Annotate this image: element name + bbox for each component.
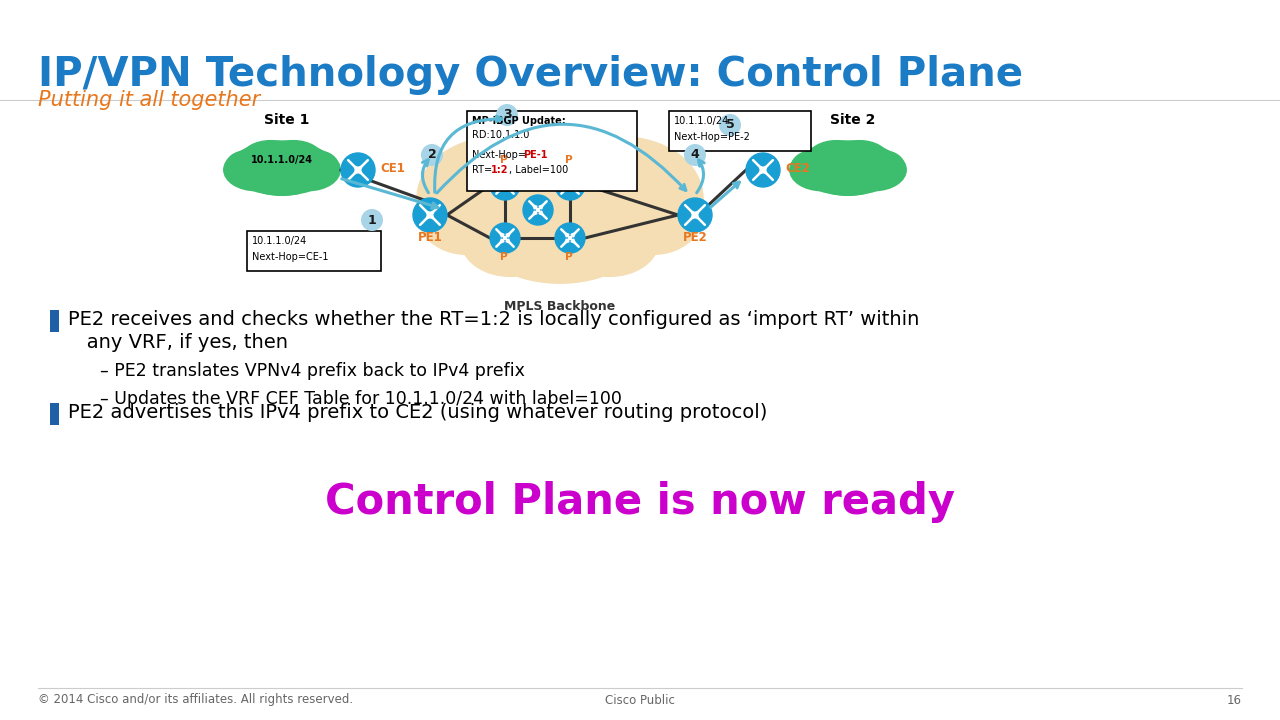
FancyBboxPatch shape xyxy=(467,111,637,191)
Text: any VRF, if yes, then: any VRF, if yes, then xyxy=(68,333,288,352)
Ellipse shape xyxy=(265,140,323,175)
Text: 3: 3 xyxy=(503,109,511,122)
Ellipse shape xyxy=(242,140,300,175)
Ellipse shape xyxy=(561,205,659,276)
Text: Cisco Public: Cisco Public xyxy=(605,693,675,706)
Circle shape xyxy=(490,223,520,253)
Ellipse shape xyxy=(541,137,703,259)
Text: 1: 1 xyxy=(367,214,376,227)
FancyBboxPatch shape xyxy=(50,310,59,332)
Ellipse shape xyxy=(790,149,854,191)
Text: 10.1.1.0/24: 10.1.1.0/24 xyxy=(675,116,730,126)
Ellipse shape xyxy=(224,149,288,191)
Ellipse shape xyxy=(604,173,703,254)
Text: P: P xyxy=(566,155,573,165)
Ellipse shape xyxy=(831,140,888,175)
Text: 16: 16 xyxy=(1228,693,1242,706)
Circle shape xyxy=(556,223,585,253)
Text: CE2: CE2 xyxy=(785,161,810,174)
Text: 2: 2 xyxy=(428,148,436,161)
Text: PE2: PE2 xyxy=(682,231,708,244)
Text: 5: 5 xyxy=(726,119,735,132)
Circle shape xyxy=(421,144,443,166)
Circle shape xyxy=(719,114,741,136)
Text: CE1: CE1 xyxy=(380,161,404,174)
Text: Site 1: Site 1 xyxy=(264,113,310,127)
Text: RT=: RT= xyxy=(472,165,492,175)
Ellipse shape xyxy=(298,151,338,181)
Text: Next-Hop=: Next-Hop= xyxy=(472,150,526,160)
Ellipse shape xyxy=(808,140,865,175)
Text: 4: 4 xyxy=(691,148,699,161)
Circle shape xyxy=(340,153,375,187)
FancyBboxPatch shape xyxy=(50,403,59,425)
Ellipse shape xyxy=(417,173,516,254)
Text: 10.1.1.0/24: 10.1.1.0/24 xyxy=(251,155,314,165)
Circle shape xyxy=(413,198,447,232)
Text: Next-Hop=PE-2: Next-Hop=PE-2 xyxy=(675,132,750,142)
Text: P: P xyxy=(500,155,508,165)
Ellipse shape xyxy=(247,161,317,195)
Text: Site 2: Site 2 xyxy=(831,113,876,127)
FancyBboxPatch shape xyxy=(247,231,381,271)
Text: , Label=100: , Label=100 xyxy=(509,165,568,175)
Ellipse shape xyxy=(865,151,904,181)
Ellipse shape xyxy=(483,198,637,283)
Text: MP-iBGP Update:: MP-iBGP Update: xyxy=(472,116,566,126)
Text: IP/VPN Technology Overview: Control Plane: IP/VPN Technology Overview: Control Plan… xyxy=(38,55,1023,95)
Text: RD:10.1.1.0: RD:10.1.1.0 xyxy=(472,130,530,140)
FancyBboxPatch shape xyxy=(669,111,812,151)
Text: Control Plane is now ready: Control Plane is now ready xyxy=(325,481,955,523)
Ellipse shape xyxy=(516,125,652,214)
Ellipse shape xyxy=(275,149,340,191)
Text: PE2 advertises this IPv4 prefix to CE2 (using whatever routing protocol): PE2 advertises this IPv4 prefix to CE2 (… xyxy=(68,403,768,422)
Circle shape xyxy=(746,153,780,187)
Text: 10.1.1.0/24: 10.1.1.0/24 xyxy=(252,236,307,246)
Text: PE-1: PE-1 xyxy=(524,150,548,160)
Circle shape xyxy=(490,170,520,200)
Text: PE1: PE1 xyxy=(417,231,443,244)
Circle shape xyxy=(678,198,712,232)
Ellipse shape xyxy=(230,141,334,195)
Ellipse shape xyxy=(417,137,579,259)
Ellipse shape xyxy=(461,205,561,276)
Text: – Updates the VRF CEF Table for 10.1.1.0/24 with label=100: – Updates the VRF CEF Table for 10.1.1.0… xyxy=(100,390,622,408)
Text: P: P xyxy=(566,252,573,262)
Text: PE2 receives and checks whether the RT=1:2 is locally configured as ‘import RT’ : PE2 receives and checks whether the RT=1… xyxy=(68,310,919,329)
Text: 1:2: 1:2 xyxy=(492,165,508,175)
Ellipse shape xyxy=(796,141,900,195)
Circle shape xyxy=(684,144,707,166)
Circle shape xyxy=(497,104,518,126)
Circle shape xyxy=(524,195,553,225)
Circle shape xyxy=(361,209,383,231)
Text: – PE2 translates VPNv4 prefix back to IPv4 prefix: – PE2 translates VPNv4 prefix back to IP… xyxy=(100,362,525,380)
Ellipse shape xyxy=(842,149,906,191)
Ellipse shape xyxy=(813,161,883,195)
Text: MPLS Backbone: MPLS Backbone xyxy=(504,300,616,313)
Ellipse shape xyxy=(430,132,690,277)
Text: P: P xyxy=(500,252,508,262)
Ellipse shape xyxy=(792,151,832,181)
Ellipse shape xyxy=(468,125,604,214)
Text: Putting it all together: Putting it all together xyxy=(38,90,260,110)
Circle shape xyxy=(556,170,585,200)
Ellipse shape xyxy=(225,151,265,181)
Text: © 2014 Cisco and/or its affiliates. All rights reserved.: © 2014 Cisco and/or its affiliates. All … xyxy=(38,693,353,706)
Text: Next-Hop=CE-1: Next-Hop=CE-1 xyxy=(252,252,329,262)
